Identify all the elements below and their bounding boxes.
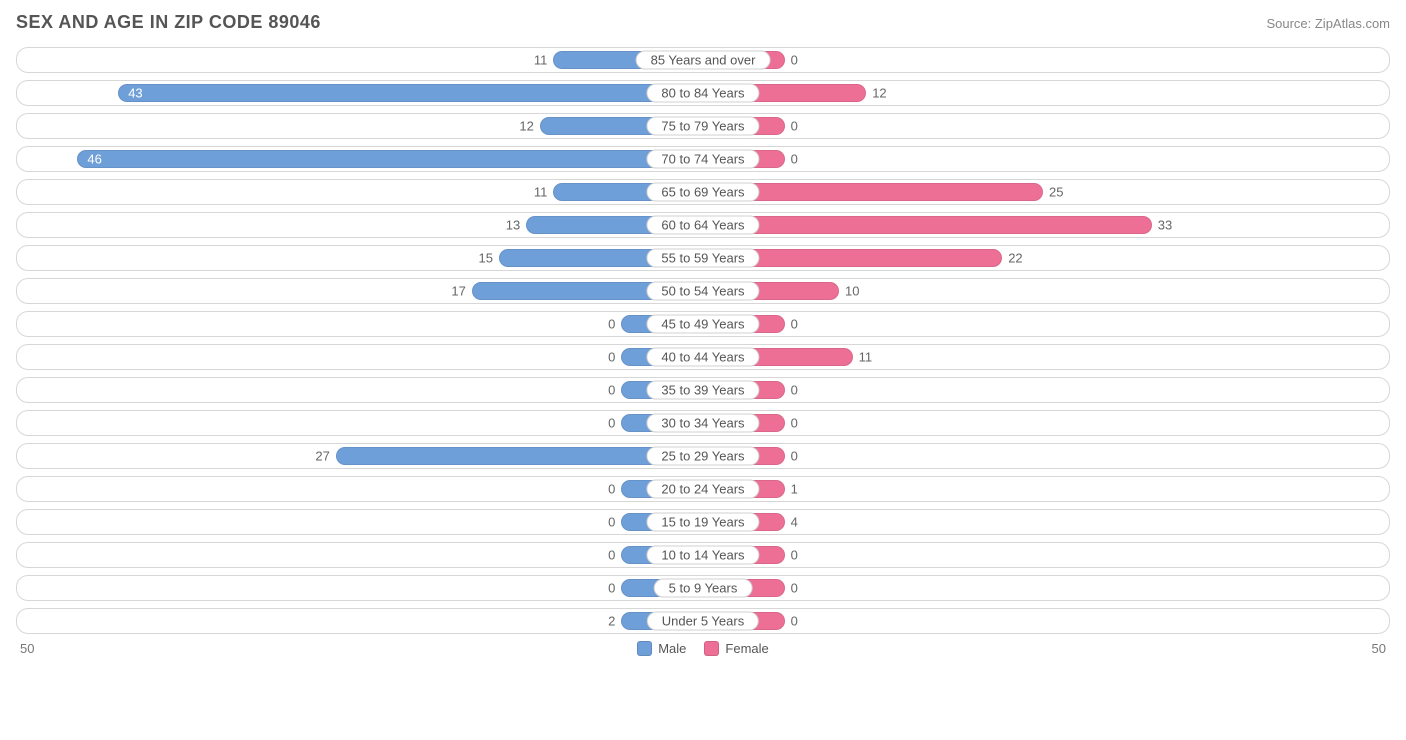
chart-row: 12 0 75 to 79 Years bbox=[16, 113, 1390, 139]
female-value: 0 bbox=[791, 317, 798, 332]
age-category-pill: 5 to 9 Years bbox=[654, 579, 753, 598]
male-value: 0 bbox=[608, 581, 615, 596]
chart-row: 15 22 55 to 59 Years bbox=[16, 245, 1390, 271]
age-category-pill: 20 to 24 Years bbox=[646, 480, 759, 499]
chart-row: 0 4 15 to 19 Years bbox=[16, 509, 1390, 535]
female-value: 0 bbox=[791, 416, 798, 431]
male-value: 43 bbox=[118, 86, 152, 101]
male-value: 0 bbox=[608, 548, 615, 563]
chart-title: SEX AND AGE IN ZIP CODE 89046 bbox=[16, 12, 321, 33]
female-value: 0 bbox=[791, 152, 798, 167]
female-value: 11 bbox=[859, 350, 873, 365]
female-value: 0 bbox=[791, 119, 798, 134]
age-category-pill: 50 to 54 Years bbox=[646, 282, 759, 301]
female-bar bbox=[703, 216, 1152, 234]
chart-row: 27 0 25 to 29 Years bbox=[16, 443, 1390, 469]
legend-item-male: Male bbox=[637, 641, 686, 656]
age-category-pill: 75 to 79 Years bbox=[646, 117, 759, 136]
legend-swatch-male bbox=[637, 641, 652, 656]
male-value: 2 bbox=[608, 614, 615, 629]
age-category-pill: 65 to 69 Years bbox=[646, 183, 759, 202]
female-value: 25 bbox=[1049, 185, 1063, 200]
male-value: 0 bbox=[608, 515, 615, 530]
female-value: 0 bbox=[791, 449, 798, 464]
chart-row: 0 0 45 to 49 Years bbox=[16, 311, 1390, 337]
male-value: 17 bbox=[451, 284, 465, 299]
chart-row: 0 0 10 to 14 Years bbox=[16, 542, 1390, 568]
male-value: 0 bbox=[608, 317, 615, 332]
chart-row: 0 1 20 to 24 Years bbox=[16, 476, 1390, 502]
male-value: 46 bbox=[77, 152, 111, 167]
male-value: 0 bbox=[608, 416, 615, 431]
age-category-pill: 10 to 14 Years bbox=[646, 546, 759, 565]
female-value: 0 bbox=[791, 581, 798, 596]
chart-row: 17 10 50 to 54 Years bbox=[16, 278, 1390, 304]
legend-swatch-female bbox=[704, 641, 719, 656]
chart-row: 0 0 35 to 39 Years bbox=[16, 377, 1390, 403]
age-category-pill: 35 to 39 Years bbox=[646, 381, 759, 400]
male-value: 0 bbox=[608, 482, 615, 497]
population-pyramid-chart: 11085 Years and over431280 to 84 Years12… bbox=[16, 47, 1390, 634]
female-value: 10 bbox=[845, 284, 859, 299]
chart-row: 0 11 40 to 44 Years bbox=[16, 344, 1390, 370]
female-value: 0 bbox=[791, 53, 798, 68]
age-category-pill: 60 to 64 Years bbox=[646, 216, 759, 235]
male-bar bbox=[77, 150, 703, 168]
age-category-pill: 80 to 84 Years bbox=[646, 84, 759, 103]
chart-header: SEX AND AGE IN ZIP CODE 89046 Source: Zi… bbox=[16, 12, 1390, 33]
female-value: 0 bbox=[791, 383, 798, 398]
chart-row: 2 0 Under 5 Years bbox=[16, 608, 1390, 634]
legend-label-female: Female bbox=[725, 641, 768, 656]
male-value: 12 bbox=[519, 119, 533, 134]
chart-row: 0 0 30 to 34 Years bbox=[16, 410, 1390, 436]
age-category-pill: 25 to 29 Years bbox=[646, 447, 759, 466]
male-value: 11 bbox=[534, 185, 548, 200]
male-bar bbox=[118, 84, 703, 102]
chart-row: 43 12 80 to 84 Years bbox=[16, 80, 1390, 106]
chart-row: 11 0 85 Years and over bbox=[16, 47, 1390, 73]
chart-row: 11 25 65 to 69 Years bbox=[16, 179, 1390, 205]
legend-label-male: Male bbox=[658, 641, 686, 656]
age-category-pill: 45 to 49 Years bbox=[646, 315, 759, 334]
age-category-pill: Under 5 Years bbox=[647, 612, 759, 631]
male-value: 0 bbox=[608, 383, 615, 398]
chart-row: 13 33 60 to 64 Years bbox=[16, 212, 1390, 238]
female-value: 1 bbox=[791, 482, 798, 497]
age-category-pill: 30 to 34 Years bbox=[646, 414, 759, 433]
female-value: 12 bbox=[872, 86, 886, 101]
age-category-pill: 55 to 59 Years bbox=[646, 249, 759, 268]
female-value: 33 bbox=[1158, 218, 1172, 233]
chart-footer: 50 Male Female 50 bbox=[16, 641, 1390, 656]
male-value: 15 bbox=[479, 251, 493, 266]
legend-item-female: Female bbox=[704, 641, 768, 656]
male-value: 11 bbox=[534, 53, 548, 68]
age-category-pill: 85 Years and over bbox=[636, 51, 771, 70]
male-value: 13 bbox=[506, 218, 520, 233]
female-value: 22 bbox=[1008, 251, 1022, 266]
axis-right-max: 50 bbox=[1372, 641, 1386, 656]
age-category-pill: 40 to 44 Years bbox=[646, 348, 759, 367]
age-category-pill: 15 to 19 Years bbox=[646, 513, 759, 532]
female-value: 0 bbox=[791, 614, 798, 629]
chart-row: 46 0 70 to 74 Years bbox=[16, 146, 1390, 172]
female-value: 4 bbox=[791, 515, 798, 530]
female-value: 0 bbox=[791, 548, 798, 563]
male-value: 0 bbox=[608, 350, 615, 365]
chart-row: 0 0 5 to 9 Years bbox=[16, 575, 1390, 601]
male-value: 27 bbox=[315, 449, 329, 464]
chart-source: Source: ZipAtlas.com bbox=[1266, 16, 1390, 31]
axis-left-max: 50 bbox=[20, 641, 34, 656]
age-category-pill: 70 to 74 Years bbox=[646, 150, 759, 169]
legend: Male Female bbox=[637, 641, 769, 656]
